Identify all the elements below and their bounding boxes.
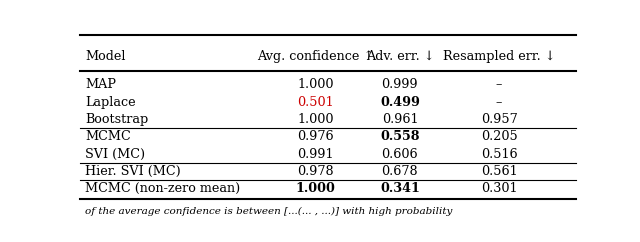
Text: 0.961: 0.961 [381, 113, 418, 126]
Text: MAP: MAP [85, 78, 116, 91]
Text: 0.606: 0.606 [381, 148, 418, 161]
Text: 0.976: 0.976 [298, 130, 334, 144]
Text: MCMC: MCMC [85, 130, 131, 144]
Text: Model: Model [85, 50, 125, 63]
Text: 0.516: 0.516 [481, 148, 517, 161]
Text: 0.301: 0.301 [481, 182, 517, 196]
Text: of the average confidence is between [...(... , ...)] with high probability: of the average confidence is between [..… [85, 207, 452, 216]
Text: 1.000: 1.000 [298, 78, 334, 91]
Text: Resampled err. ↓: Resampled err. ↓ [443, 50, 556, 63]
Text: Laplace: Laplace [85, 96, 136, 109]
Text: SVI (MC): SVI (MC) [85, 148, 145, 161]
Text: Adv. err. ↓: Adv. err. ↓ [365, 50, 434, 63]
Text: 1.000: 1.000 [296, 182, 335, 196]
Text: 0.678: 0.678 [381, 165, 418, 178]
Text: 0.341: 0.341 [380, 182, 420, 196]
Text: Avg. confidence ↑: Avg. confidence ↑ [257, 50, 374, 63]
Text: –: – [496, 96, 502, 109]
Text: 0.957: 0.957 [481, 113, 518, 126]
Text: 0.205: 0.205 [481, 130, 518, 144]
Text: Bootstrap: Bootstrap [85, 113, 148, 126]
Text: 0.499: 0.499 [380, 96, 420, 109]
Text: 0.991: 0.991 [298, 148, 334, 161]
Text: 0.501: 0.501 [298, 96, 334, 109]
Text: –: – [496, 78, 502, 91]
Text: 0.999: 0.999 [381, 78, 418, 91]
Text: Hier. SVI (MC): Hier. SVI (MC) [85, 165, 180, 178]
Text: 1.000: 1.000 [298, 113, 334, 126]
Text: MCMC (non-zero mean): MCMC (non-zero mean) [85, 182, 240, 196]
Text: 0.561: 0.561 [481, 165, 517, 178]
Text: 0.558: 0.558 [380, 130, 420, 144]
Text: 0.978: 0.978 [298, 165, 334, 178]
